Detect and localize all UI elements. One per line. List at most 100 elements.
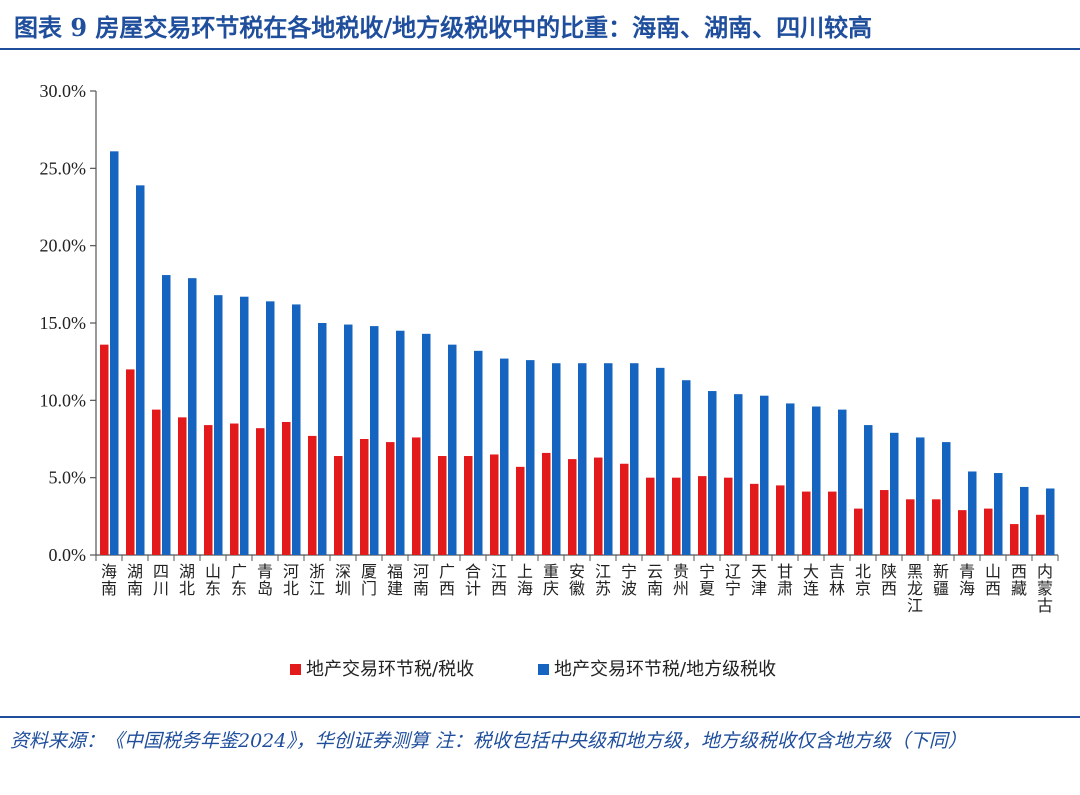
chart-legend: 地产交易环节税/税收 地产交易环节税/地方级税收 <box>290 659 776 680</box>
bar-tax-share-辽宁 <box>724 477 733 555</box>
x-category-label: 厦门 <box>361 562 377 598</box>
bar-tax-share-广东 <box>230 423 239 555</box>
bar-tax-share-福建 <box>386 442 395 555</box>
x-category-label: 江苏 <box>595 562 611 598</box>
x-category-label: 浙江 <box>309 562 325 598</box>
x-category-label: 辽宁 <box>725 562 741 598</box>
bar-local-tax-share-合计 <box>474 350 483 555</box>
bar-local-tax-share-江西 <box>500 358 509 555</box>
bar-local-tax-share-云南 <box>656 367 665 555</box>
x-category-label: 广西 <box>439 562 455 598</box>
x-category-label: 云南 <box>647 562 663 598</box>
x-category-label: 吉林 <box>829 562 845 598</box>
bar-local-tax-share-甘肃 <box>786 403 795 555</box>
bar-local-tax-share-吉林 <box>838 409 847 555</box>
bar-tax-share-江西 <box>490 454 499 555</box>
x-category-label: 安徽 <box>569 562 585 598</box>
bar-local-tax-share-重庆 <box>552 363 561 555</box>
bar-tax-share-厦门 <box>360 439 369 555</box>
x-category-label: 湖北 <box>179 562 195 598</box>
bar-tax-share-河南 <box>412 437 421 555</box>
bar-local-tax-share-青海 <box>968 471 977 555</box>
bar-tax-share-合计 <box>464 456 473 555</box>
x-category-label: 河南 <box>413 562 429 598</box>
bar-local-tax-share-青岛 <box>266 301 275 555</box>
bar-local-tax-share-新疆 <box>942 442 951 555</box>
bar-tax-share-四川 <box>152 409 161 555</box>
x-category-label: 天津 <box>751 562 767 598</box>
x-category-label: 宁夏 <box>699 562 715 598</box>
x-category-label: 青海 <box>959 562 975 598</box>
y-tick-label: 25.0% <box>40 158 87 178</box>
bar-local-tax-share-广西 <box>448 344 457 555</box>
bar-local-tax-share-宁夏 <box>708 391 717 555</box>
x-category-label: 江西 <box>491 562 507 598</box>
x-category-label: 湖南 <box>127 562 143 598</box>
bar-tax-share-山东 <box>204 425 213 555</box>
bar-local-tax-share-厦门 <box>370 326 379 555</box>
bar-local-tax-share-湖北 <box>188 278 197 555</box>
x-category-label: 黑龙江 <box>907 562 923 615</box>
bar-tax-share-天津 <box>750 483 759 555</box>
bar-tax-share-河北 <box>282 421 291 555</box>
bar-chart: 0.0% 5.0% 10.0% 15.0% 20.0% 25.0% 30.0% 海南湖南四川… <box>40 81 1059 680</box>
legend-label: 地产交易环节税/税收 <box>306 659 474 680</box>
bar-local-tax-share-内蒙古 <box>1046 488 1055 555</box>
bar-local-tax-share-黑龙江 <box>916 437 925 555</box>
bar-tax-share-安徽 <box>568 459 577 555</box>
bar-local-tax-share-河南 <box>422 333 431 555</box>
x-category-label: 贵州 <box>673 562 689 598</box>
bar-tax-share-江苏 <box>594 457 603 555</box>
y-tick-label: 5.0% <box>49 468 87 488</box>
chart-bars <box>100 151 1055 555</box>
x-category-label: 四川 <box>153 562 169 598</box>
bar-tax-share-深圳 <box>334 456 343 555</box>
bar-tax-share-湖南 <box>126 369 135 555</box>
bar-tax-share-新疆 <box>932 499 941 555</box>
bar-tax-share-宁夏 <box>698 476 707 555</box>
legend-swatch <box>538 664 549 675</box>
bar-local-tax-share-福建 <box>396 330 405 555</box>
bar-tax-share-湖北 <box>178 417 187 555</box>
bar-tax-share-甘肃 <box>776 485 785 555</box>
bar-local-tax-share-陕西 <box>890 432 899 555</box>
x-category-label: 深圳 <box>335 562 351 598</box>
title-rule <box>0 48 1080 50</box>
bar-tax-share-宁波 <box>620 463 629 555</box>
bar-local-tax-share-山东 <box>214 295 223 555</box>
bar-local-tax-share-贵州 <box>682 380 691 555</box>
bar-tax-share-海南 <box>100 344 109 555</box>
bar-local-tax-share-浙江 <box>318 323 327 555</box>
bar-local-tax-share-山西 <box>994 473 1003 555</box>
x-category-label: 内蒙古 <box>1037 562 1053 615</box>
x-category-label: 合计 <box>465 562 481 598</box>
category-labels: 海南湖南四川湖北山东广东青岛河北浙江深圳厦门福建河南广西合计江西上海重庆安徽江苏… <box>101 562 1053 615</box>
bar-local-tax-share-江苏 <box>604 363 613 555</box>
x-category-label: 山西 <box>985 562 1001 598</box>
x-category-label: 福建 <box>387 562 403 598</box>
x-category-label: 陕西 <box>881 562 897 598</box>
x-category-label: 河北 <box>283 562 299 598</box>
x-category-label: 重庆 <box>543 562 559 598</box>
x-category-label: 山东 <box>205 562 221 598</box>
bar-local-tax-share-广东 <box>240 296 249 555</box>
bar-tax-share-云南 <box>646 477 655 555</box>
bar-tax-share-青岛 <box>256 428 265 555</box>
y-tick-label: 10.0% <box>40 390 87 410</box>
bar-local-tax-share-河北 <box>292 304 301 555</box>
x-category-label: 青岛 <box>257 562 273 598</box>
figure-title: 图表 9 房屋交易环节税在各地税收/地方级税收中的比重：海南、湖南、四川较高 <box>14 13 873 42</box>
bar-tax-share-山西 <box>984 508 993 555</box>
legend-label: 地产交易环节税/地方级税收 <box>554 659 776 680</box>
bar-local-tax-share-湖南 <box>136 185 145 555</box>
bar-local-tax-share-辽宁 <box>734 394 743 555</box>
x-category-label: 西藏 <box>1011 562 1027 598</box>
bar-tax-share-大连 <box>802 491 811 555</box>
bar-local-tax-share-深圳 <box>344 324 353 555</box>
x-category-label: 甘肃 <box>777 562 793 598</box>
bar-local-tax-share-宁波 <box>630 363 639 555</box>
y-tick-label: 20.0% <box>40 236 87 256</box>
bar-tax-share-吉林 <box>828 491 837 555</box>
x-category-label: 北京 <box>855 562 871 598</box>
x-category-label: 大连 <box>803 562 819 598</box>
